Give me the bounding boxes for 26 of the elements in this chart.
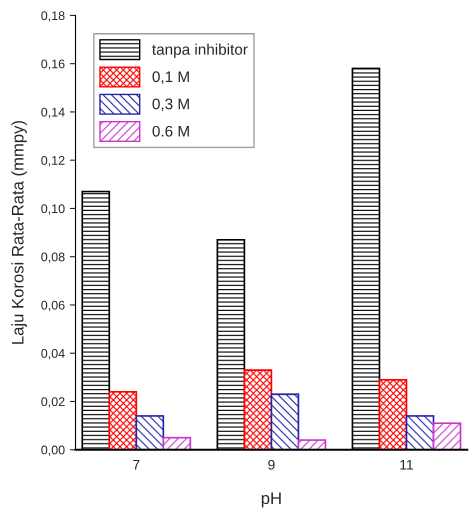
y-tick-label: 0,18 [41,11,65,22]
bar [244,369,272,450]
legend-label: 0.6 M [152,126,189,137]
x-tick-label: 7 [133,460,140,470]
y-tick-label: 0,12 [41,156,64,166]
bar [406,415,434,450]
y-tick-label: 0,00 [41,446,65,456]
y-tick-label: 0,04 [41,349,65,360]
y-tick-label: 0,10 [41,204,65,215]
bar [432,422,462,450]
y-tick-label: 0,16 [41,59,65,70]
y-tick-label: 0,08 [41,252,65,263]
y-tick-label: 0,14 [41,108,65,118]
x-tick-label: 11 [400,460,414,470]
legend-label: 0,1 M [152,71,189,84]
bar [108,391,138,450]
y-tick-label: 0,02 [41,397,64,408]
x-tick-label: 9 [268,460,275,470]
x-axis-title: pH [262,492,281,508]
legend-label: tanpa inhibitor [152,44,248,58]
legend-label: 0,3 M [152,98,189,112]
bar [270,393,300,450]
y-tick-label: 0,06 [41,300,65,312]
y-axis-title: Laju Korosi Rata-Rata (mmpy) [11,121,27,344]
bar [378,378,408,450]
bar [135,415,164,450]
